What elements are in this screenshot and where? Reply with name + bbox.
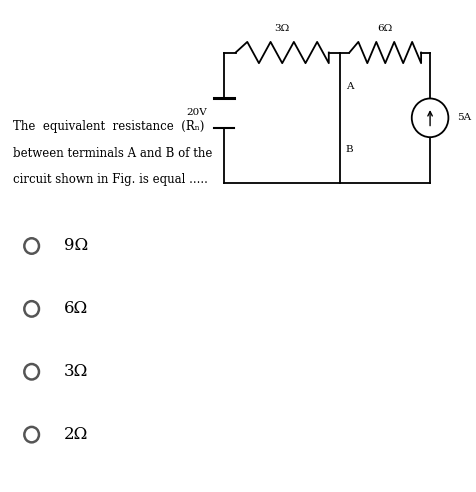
Text: B: B xyxy=(346,145,354,154)
Text: 20V: 20V xyxy=(186,109,207,118)
Text: A: A xyxy=(346,82,353,91)
Text: 6Ω: 6Ω xyxy=(64,301,88,317)
Text: 9Ω: 9Ω xyxy=(64,238,88,254)
Text: 6Ω: 6Ω xyxy=(377,24,393,33)
Text: 2Ω: 2Ω xyxy=(64,426,88,443)
Text: The  equivalent  resistance  (Rₙ): The equivalent resistance (Rₙ) xyxy=(13,120,205,133)
Text: circuit shown in Fig. is equal .....: circuit shown in Fig. is equal ..... xyxy=(13,174,208,186)
Text: 5A: 5A xyxy=(456,113,471,123)
Text: between terminals A and B of the: between terminals A and B of the xyxy=(13,147,213,160)
Text: 3Ω: 3Ω xyxy=(64,363,88,380)
Text: 3Ω: 3Ω xyxy=(275,24,290,33)
